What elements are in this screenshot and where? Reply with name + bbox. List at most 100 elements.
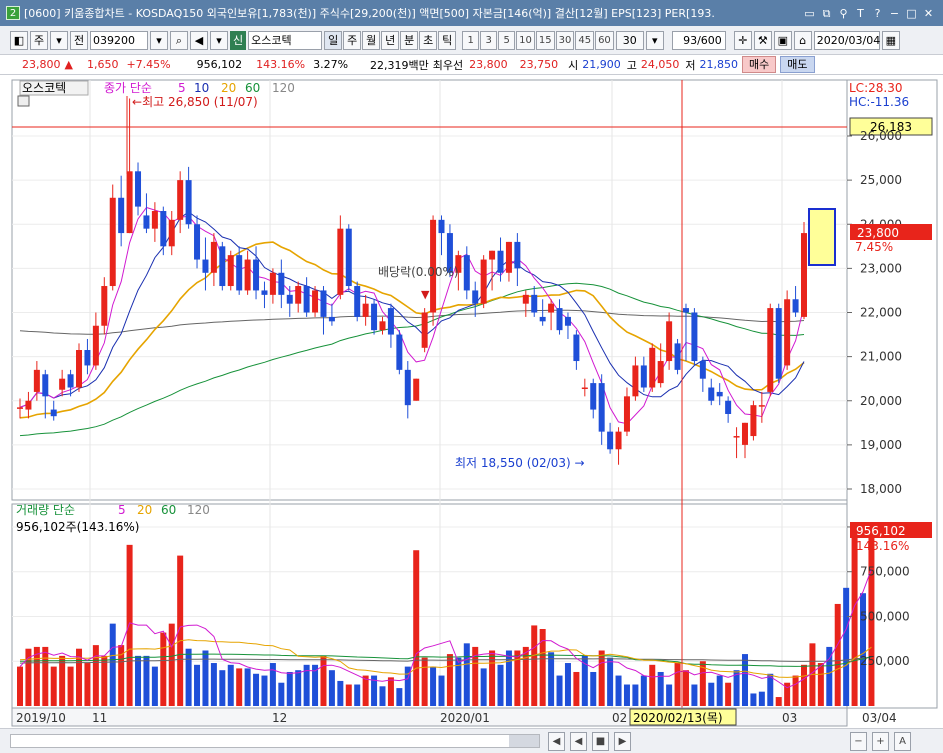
help-icon[interactable]: ? xyxy=(874,6,881,20)
indicator-icon[interactable]: ⚒ xyxy=(753,30,772,50)
dock-icon[interactable]: ⧉ xyxy=(822,6,831,20)
x-axis-labels: 2019/10 11 12 2020/01 02 03 xyxy=(16,711,797,725)
volume-bar xyxy=(826,646,833,706)
volume-bar xyxy=(674,663,681,706)
lock-icon[interactable]: ⌂ xyxy=(793,30,812,50)
low-value: 21,850 xyxy=(699,58,739,71)
search-icon[interactable]: ⌕ xyxy=(170,30,188,50)
minute-option[interactable]: 5 xyxy=(498,30,516,50)
save-icon[interactable]: ▣ xyxy=(773,30,792,50)
font-size-icon[interactable]: A xyxy=(894,732,911,751)
volume-bar xyxy=(834,603,841,706)
x-axis-label: 02 xyxy=(612,711,627,725)
candle-body xyxy=(531,294,538,313)
period-tab[interactable]: 일 xyxy=(324,30,343,50)
volume-bar xyxy=(379,686,386,706)
quote-bar: 23,800 ▲ 1,650 +7.45% 956,102 143.16% 3.… xyxy=(0,55,943,75)
stop-icon[interactable]: ■ xyxy=(592,732,609,751)
period-tab[interactable]: 년 xyxy=(381,30,400,50)
price-change: 1,650 xyxy=(86,58,119,71)
volume-bar xyxy=(413,550,420,706)
candle-body xyxy=(657,361,664,384)
scrollbar-thumb[interactable] xyxy=(509,735,539,747)
buy-button[interactable]: 매수 xyxy=(742,56,777,73)
zoom-out-icon[interactable]: − xyxy=(850,732,867,751)
candle-body xyxy=(320,290,327,317)
vol-ma120-legend: 120 xyxy=(187,503,210,517)
period-tab[interactable]: 분 xyxy=(400,30,419,50)
volume-bar xyxy=(564,663,571,706)
volume-bar xyxy=(750,693,757,706)
interval-dropdown-icon[interactable]: ▾ xyxy=(645,30,664,50)
candle-body xyxy=(573,334,580,362)
volume-pct: 143.16% xyxy=(256,58,306,71)
low-label: 저 xyxy=(685,58,696,72)
open-value: 21,900 xyxy=(582,58,621,71)
table-icon[interactable] xyxy=(17,95,30,107)
volume-bar xyxy=(649,664,656,706)
favorite-dropdown-icon[interactable]: ▾ xyxy=(210,30,228,50)
volume-bar xyxy=(590,671,597,706)
candle-body xyxy=(345,228,352,287)
volume-bar xyxy=(792,675,799,706)
candle-body xyxy=(312,290,319,313)
crosshair-icon[interactable]: ✛ xyxy=(733,30,752,50)
speaker-icon[interactable]: ◀ xyxy=(190,30,208,50)
period-tab[interactable]: 초 xyxy=(419,30,438,50)
close-icon[interactable]: ✕ xyxy=(923,6,934,20)
current-volume-pct-label: 143.16% xyxy=(856,539,909,553)
mode-select[interactable]: 주 xyxy=(30,30,48,50)
code-dropdown-icon[interactable]: ▾ xyxy=(150,30,168,50)
calendar-icon[interactable]: ▦ xyxy=(881,30,900,50)
volume-bar xyxy=(278,682,285,706)
volume-bar xyxy=(328,670,335,706)
restore-icon[interactable]: ▭ xyxy=(804,6,815,20)
projection-box[interactable] xyxy=(808,208,836,266)
period-tab[interactable]: 주 xyxy=(343,30,362,50)
layout-icon[interactable]: ◧ xyxy=(10,30,28,50)
maximize-icon[interactable]: □ xyxy=(906,6,917,20)
candle-body xyxy=(472,290,479,304)
x-axis-right-label: 03/04 xyxy=(862,711,897,725)
candle-body xyxy=(699,361,706,379)
volume-layer xyxy=(17,526,875,706)
zoom-in-icon[interactable]: + xyxy=(872,732,889,751)
scroll-prev-icon[interactable]: ◀ xyxy=(570,732,587,751)
x-axis-label: 12 xyxy=(272,711,287,725)
candle-body xyxy=(135,171,142,207)
volume-axis-label: 750,000 xyxy=(860,565,910,579)
minimize-icon[interactable]: − xyxy=(889,6,900,20)
candle-body xyxy=(261,290,268,295)
scroll-next-icon[interactable]: ▶ xyxy=(614,732,631,751)
period-tab[interactable]: 월 xyxy=(362,30,381,50)
candle-body xyxy=(202,259,209,273)
date-field[interactable]: 2020/03/04 xyxy=(813,30,880,50)
minute-option[interactable]: 30 xyxy=(555,30,575,50)
volume-bar xyxy=(345,684,352,706)
pin-icon[interactable]: ⚲ xyxy=(839,6,848,20)
volume-bar xyxy=(312,664,319,706)
candle-body xyxy=(607,431,614,450)
candle-body xyxy=(792,299,799,313)
volume-bar xyxy=(531,625,538,706)
volume-bar xyxy=(84,663,91,706)
candle-body xyxy=(101,286,108,326)
minute-option[interactable]: 60 xyxy=(595,30,614,50)
scroll-first-icon[interactable]: ◀ xyxy=(548,732,565,751)
mode-dropdown-icon[interactable]: ▾ xyxy=(50,30,68,50)
candle-body xyxy=(708,387,715,401)
sell-button[interactable]: 매도 xyxy=(780,56,815,73)
horizontal-scrollbar[interactable] xyxy=(10,734,540,748)
minute-option[interactable]: 3 xyxy=(480,30,498,50)
page-counter[interactable]: 93/600 xyxy=(671,30,726,50)
prev-button[interactable]: 전 xyxy=(70,30,88,50)
text-tool-icon[interactable]: T xyxy=(857,6,864,20)
minute-option[interactable]: 15 xyxy=(535,30,555,50)
interval-select[interactable]: 30 xyxy=(615,30,644,50)
period-tab[interactable]: 틱 xyxy=(438,30,457,50)
stock-chart[interactable]: 오스코텍 종가 단순 5 10 20 60 120 거래량 단순 5 20 60… xyxy=(0,76,943,728)
minute-option[interactable]: 1 xyxy=(462,30,480,50)
minute-option[interactable]: 45 xyxy=(575,30,595,50)
stock-code-input[interactable]: 039200 xyxy=(90,30,148,50)
minute-option[interactable]: 10 xyxy=(516,30,535,50)
